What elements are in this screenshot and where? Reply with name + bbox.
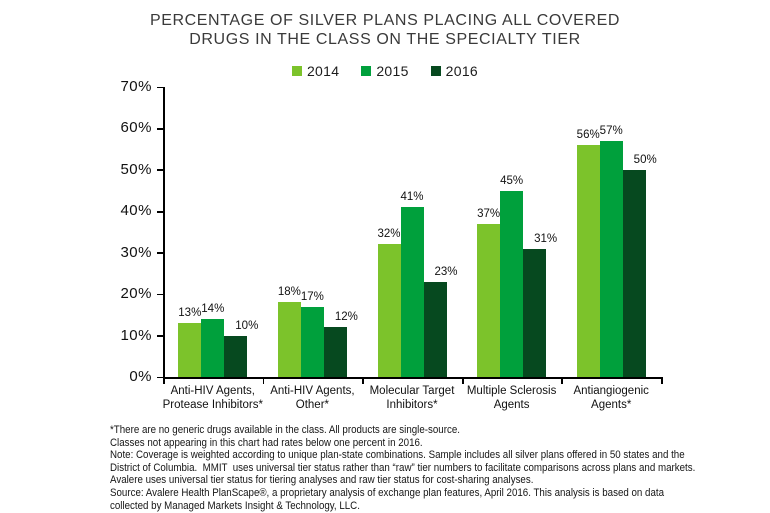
legend-item-2014: 2014	[291, 63, 340, 79]
x-axis-category-label: Molecular Target Inhibitors*	[369, 385, 455, 411]
x-axis-tick	[262, 379, 265, 384]
legend-swatch-icon	[291, 66, 302, 76]
bar-2014-3	[377, 244, 401, 377]
footnotes: *There are no generic drugs available in…	[110, 424, 695, 512]
y-axis-tick-label: 40%	[120, 202, 152, 220]
bar-value-label: 31%	[534, 232, 558, 245]
bar-2015-4	[500, 190, 524, 377]
footnote-line: Classes not appearing in this chart had …	[110, 436, 423, 449]
y-axis-tick-label: 30%	[120, 243, 152, 261]
bar-2015-2	[300, 306, 324, 377]
legend-swatch-icon	[361, 66, 372, 76]
chart-legend: 2014 2015 2016	[0, 63, 770, 79]
y-axis-tick	[157, 169, 163, 172]
footnote-line: *There are no generic drugs available in…	[110, 424, 460, 436]
bar-value-label: 41%	[400, 191, 424, 204]
y-axis-tick	[157, 127, 163, 130]
bar-value-label: 18%	[277, 286, 301, 299]
bar-2015-1	[201, 319, 225, 377]
bar-2014-4	[477, 223, 501, 377]
x-axis-tick	[163, 379, 165, 384]
bar-value-label: 14%	[201, 303, 225, 315]
chart-title-line-1: PERCENTAGE OF SILVER PLANS PLACING ALL C…	[149, 12, 621, 29]
bar-2016-4	[523, 248, 547, 377]
chart-title: PERCENTAGE OF SILVER PLANS PLACING ALL C…	[0, 11, 770, 49]
legend-swatch-icon	[430, 66, 441, 76]
legend-label: 2014	[306, 63, 340, 79]
bar-value-label: 56%	[576, 129, 600, 141]
bar-value-label: 37%	[477, 207, 501, 220]
footnote-line: District of Columbia. MMIT uses universa…	[110, 461, 696, 474]
x-axis-category-label: Anti-HIV Agents, Protease Inhibitors*	[162, 385, 263, 411]
y-axis-tick-label: 70%	[120, 78, 152, 95]
bar-value-label: 12%	[334, 311, 358, 324]
y-axis-tick	[157, 210, 163, 213]
x-axis-line	[163, 377, 663, 379]
y-axis-tick	[157, 293, 163, 296]
bar-2016-3	[423, 281, 447, 377]
footnote-line: Source: Avalere Health PlanScape®, a pro…	[110, 486, 665, 499]
y-axis-tick	[157, 335, 163, 337]
legend-label: 2016	[445, 63, 479, 79]
footnote-line: collected by Managed Markets Insight & T…	[110, 499, 360, 512]
x-axis-tick	[661, 379, 663, 384]
chart-title-line-2: DRUGS IN THE CLASS ON THE SPECIALTY TIER	[189, 31, 581, 48]
legend-item-2016: 2016	[430, 63, 479, 79]
bar-2016-5	[622, 169, 646, 377]
x-axis-tick	[561, 379, 564, 384]
bar-value-label: 32%	[377, 228, 401, 241]
bar-2014-2	[277, 302, 301, 377]
y-axis-tick-label: 0%	[129, 368, 152, 385]
bar-2016-1	[224, 335, 248, 377]
bar-value-label: 23%	[434, 265, 458, 278]
y-axis-tick	[157, 252, 163, 254]
x-axis-category-label: Multiple Sclerosis Agents	[466, 385, 557, 411]
bar-2015-3	[400, 207, 424, 377]
x-axis-category-label: Anti-HIV Agents, Other*	[270, 385, 355, 411]
y-axis-tick	[157, 376, 163, 379]
bar-value-label: 50%	[633, 153, 657, 166]
x-axis-tick	[362, 379, 364, 384]
x-axis-tick	[461, 379, 464, 384]
bar-2015-5	[599, 140, 623, 377]
bar-2014-1	[178, 323, 202, 377]
bar-2014-5	[576, 145, 600, 377]
bar-2016-2	[323, 327, 347, 377]
y-axis-tick-label: 10%	[120, 326, 152, 344]
bar-value-label: 57%	[599, 124, 623, 137]
legend-label: 2015	[376, 63, 409, 79]
footnote-line: Avalere uses universal tier status for t…	[110, 474, 534, 487]
y-axis-tick-label: 60%	[120, 119, 152, 137]
bar-value-label: 13%	[178, 307, 202, 320]
bar-value-label: 17%	[300, 290, 324, 303]
x-axis-category-label: Antiangiogenic Agents*	[573, 385, 649, 411]
y-axis-line	[163, 87, 165, 379]
y-axis-tick-label: 50%	[120, 160, 152, 178]
y-axis-tick	[157, 86, 163, 89]
footnote-line: Note: Coverage is weighted according to …	[110, 449, 685, 462]
bar-value-label: 45%	[500, 174, 524, 187]
legend-item-2015: 2015	[361, 63, 408, 79]
bar-value-label: 10%	[235, 319, 259, 332]
y-axis-tick-label: 20%	[120, 285, 152, 303]
